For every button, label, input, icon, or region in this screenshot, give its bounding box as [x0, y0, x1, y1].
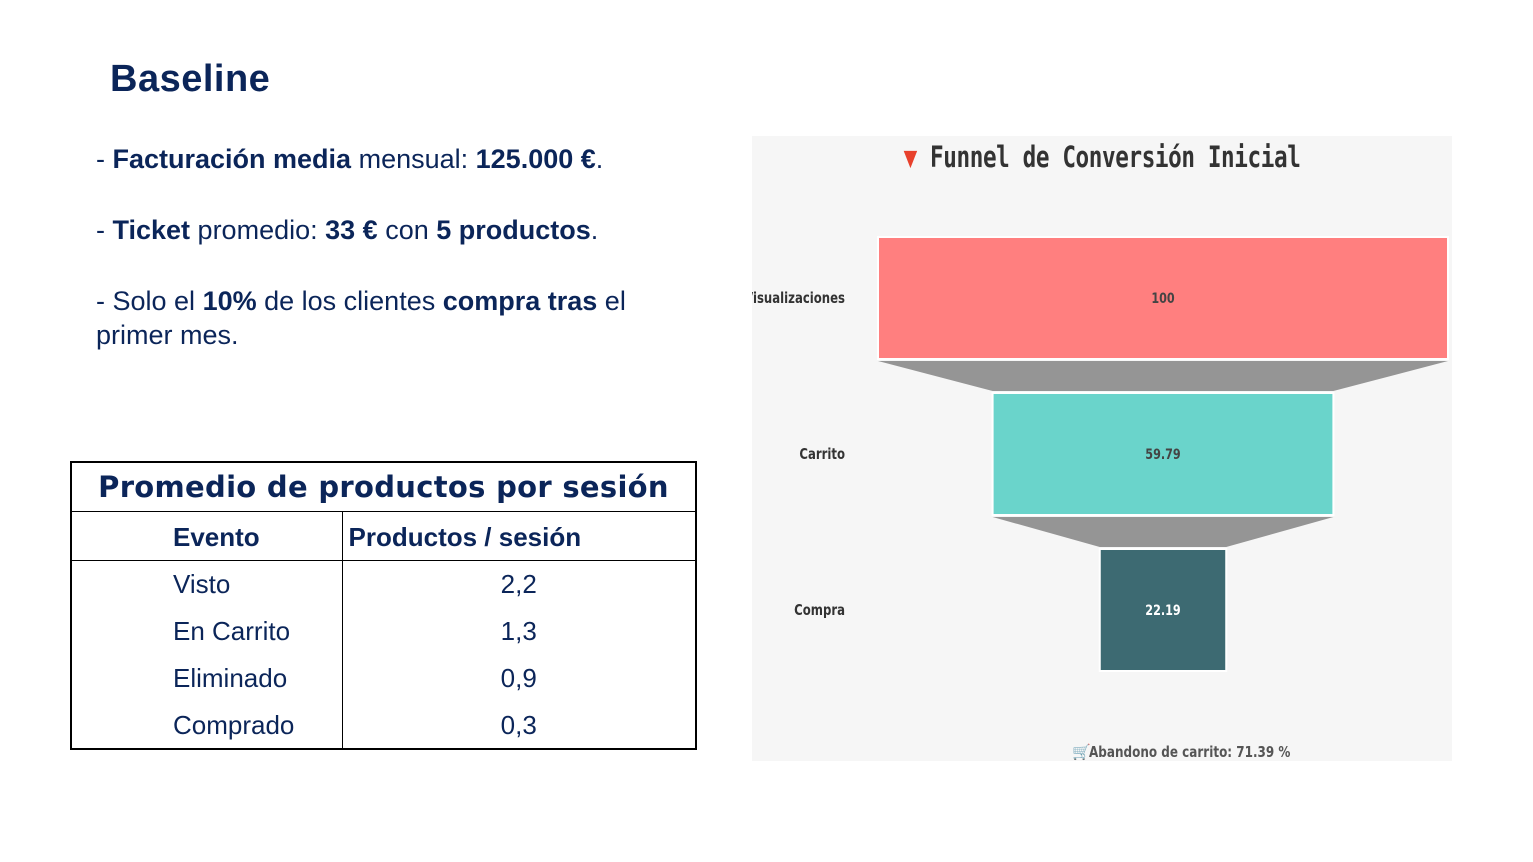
cell-evento: Eliminado: [72, 655, 343, 702]
shopping-cart-icon: 🛒: [1072, 743, 1091, 761]
column-header-productos: Productos / sesión: [342, 512, 695, 561]
page-title: Baseline: [110, 58, 271, 100]
funnel-category-label: Visualizaciones: [752, 291, 845, 308]
funnel-category-label: Compra: [794, 603, 845, 620]
products-per-session-table: Promedio de productos por sesión Evento …: [70, 461, 697, 750]
bullet-bold-text: 33 €: [325, 215, 378, 245]
bullet-bold-text: Facturación media: [112, 144, 352, 174]
table-row: Visto 2,2: [72, 560, 695, 608]
bullet-bold-text: 5 productos: [436, 215, 591, 245]
cell-value: 2,2: [500, 569, 537, 599]
table-header-row: Evento Productos / sesión: [72, 512, 695, 561]
funnel-chart: 100 Visualizaciones 59.79 Carrito 22.19 Compr…: [744, 236, 1449, 761]
annotation-text: Abandono de carrito: 71.39 %: [1089, 744, 1291, 761]
funnel-value-label: 22.19: [1145, 602, 1180, 619]
bullet-bold-text: 125.000 €: [475, 144, 596, 174]
cell-evento: Visto: [72, 560, 343, 608]
bullet-text: - Solo el: [96, 286, 203, 316]
bullet-item: - Ticket promedio: 33 € con 5 productos.: [96, 213, 696, 247]
funnel-chart-panel: ▼ Funnel de Conversión Inicial 100 Visual…: [744, 136, 1452, 761]
bullet-bold-text: compra tras: [442, 286, 598, 316]
bullet-text: -: [96, 144, 113, 174]
table-title: Promedio de productos por sesión: [72, 463, 695, 512]
table-row: Eliminado 0,9: [72, 655, 695, 702]
funnel-bar-visualizaciones: [877, 236, 1449, 360]
cell-evento: Comprado: [72, 702, 343, 749]
funnel-bar-carrito: [991, 392, 1335, 516]
table-row: En Carrito 1,3: [72, 608, 695, 655]
bullet-list: - Facturación media mensual: 125.000 €. -…: [96, 142, 696, 389]
bullet-text: de los clientes: [256, 286, 443, 316]
bullet-text: .: [595, 144, 604, 174]
funnel-value-label: 100: [1151, 290, 1175, 307]
bullet-text: el primer mes.: [96, 286, 626, 350]
cart-abandonment-annotation: 🛒Abandono de carrito: 71.39 %: [1072, 743, 1291, 761]
bullet-item: - Solo el 10% de los clientes compra tra…: [96, 284, 696, 352]
bullet-item: - Facturación media mensual: 125.000 €.: [96, 142, 696, 176]
bullet-text: con: [377, 215, 437, 245]
cell-evento: En Carrito: [72, 608, 343, 655]
cell-value: 0,9: [500, 663, 537, 693]
bullet-bold-text: Ticket: [112, 215, 191, 245]
funnel-connector: [878, 361, 1448, 391]
funnel-value-label: 59.79: [1145, 446, 1180, 463]
bullet-text: promedio:: [190, 215, 326, 245]
chart-title: ▼ Funnel de Conversión Inicial: [829, 140, 1375, 174]
table-grid: Evento Productos / sesión Visto 2,2 En C…: [72, 512, 695, 749]
bullet-text: mensual:: [351, 144, 476, 174]
cell-value: 1,3: [500, 616, 537, 646]
bullet-bold-text: 10%: [202, 286, 257, 316]
bullet-text: -: [96, 215, 113, 245]
funnel-bar-compra: [1098, 548, 1228, 672]
column-header-evento: Evento: [72, 512, 343, 561]
chart-title-text: Funnel de Conversión Inicial: [930, 140, 1301, 174]
funnel-category-label: Carrito: [799, 447, 845, 464]
red-down-triangle-icon: ▼: [903, 140, 918, 174]
bullet-text: .: [590, 215, 599, 245]
table-row: Comprado 0,3: [72, 702, 695, 749]
funnel-connector: [992, 517, 1334, 547]
cell-value: 0,3: [500, 710, 537, 740]
